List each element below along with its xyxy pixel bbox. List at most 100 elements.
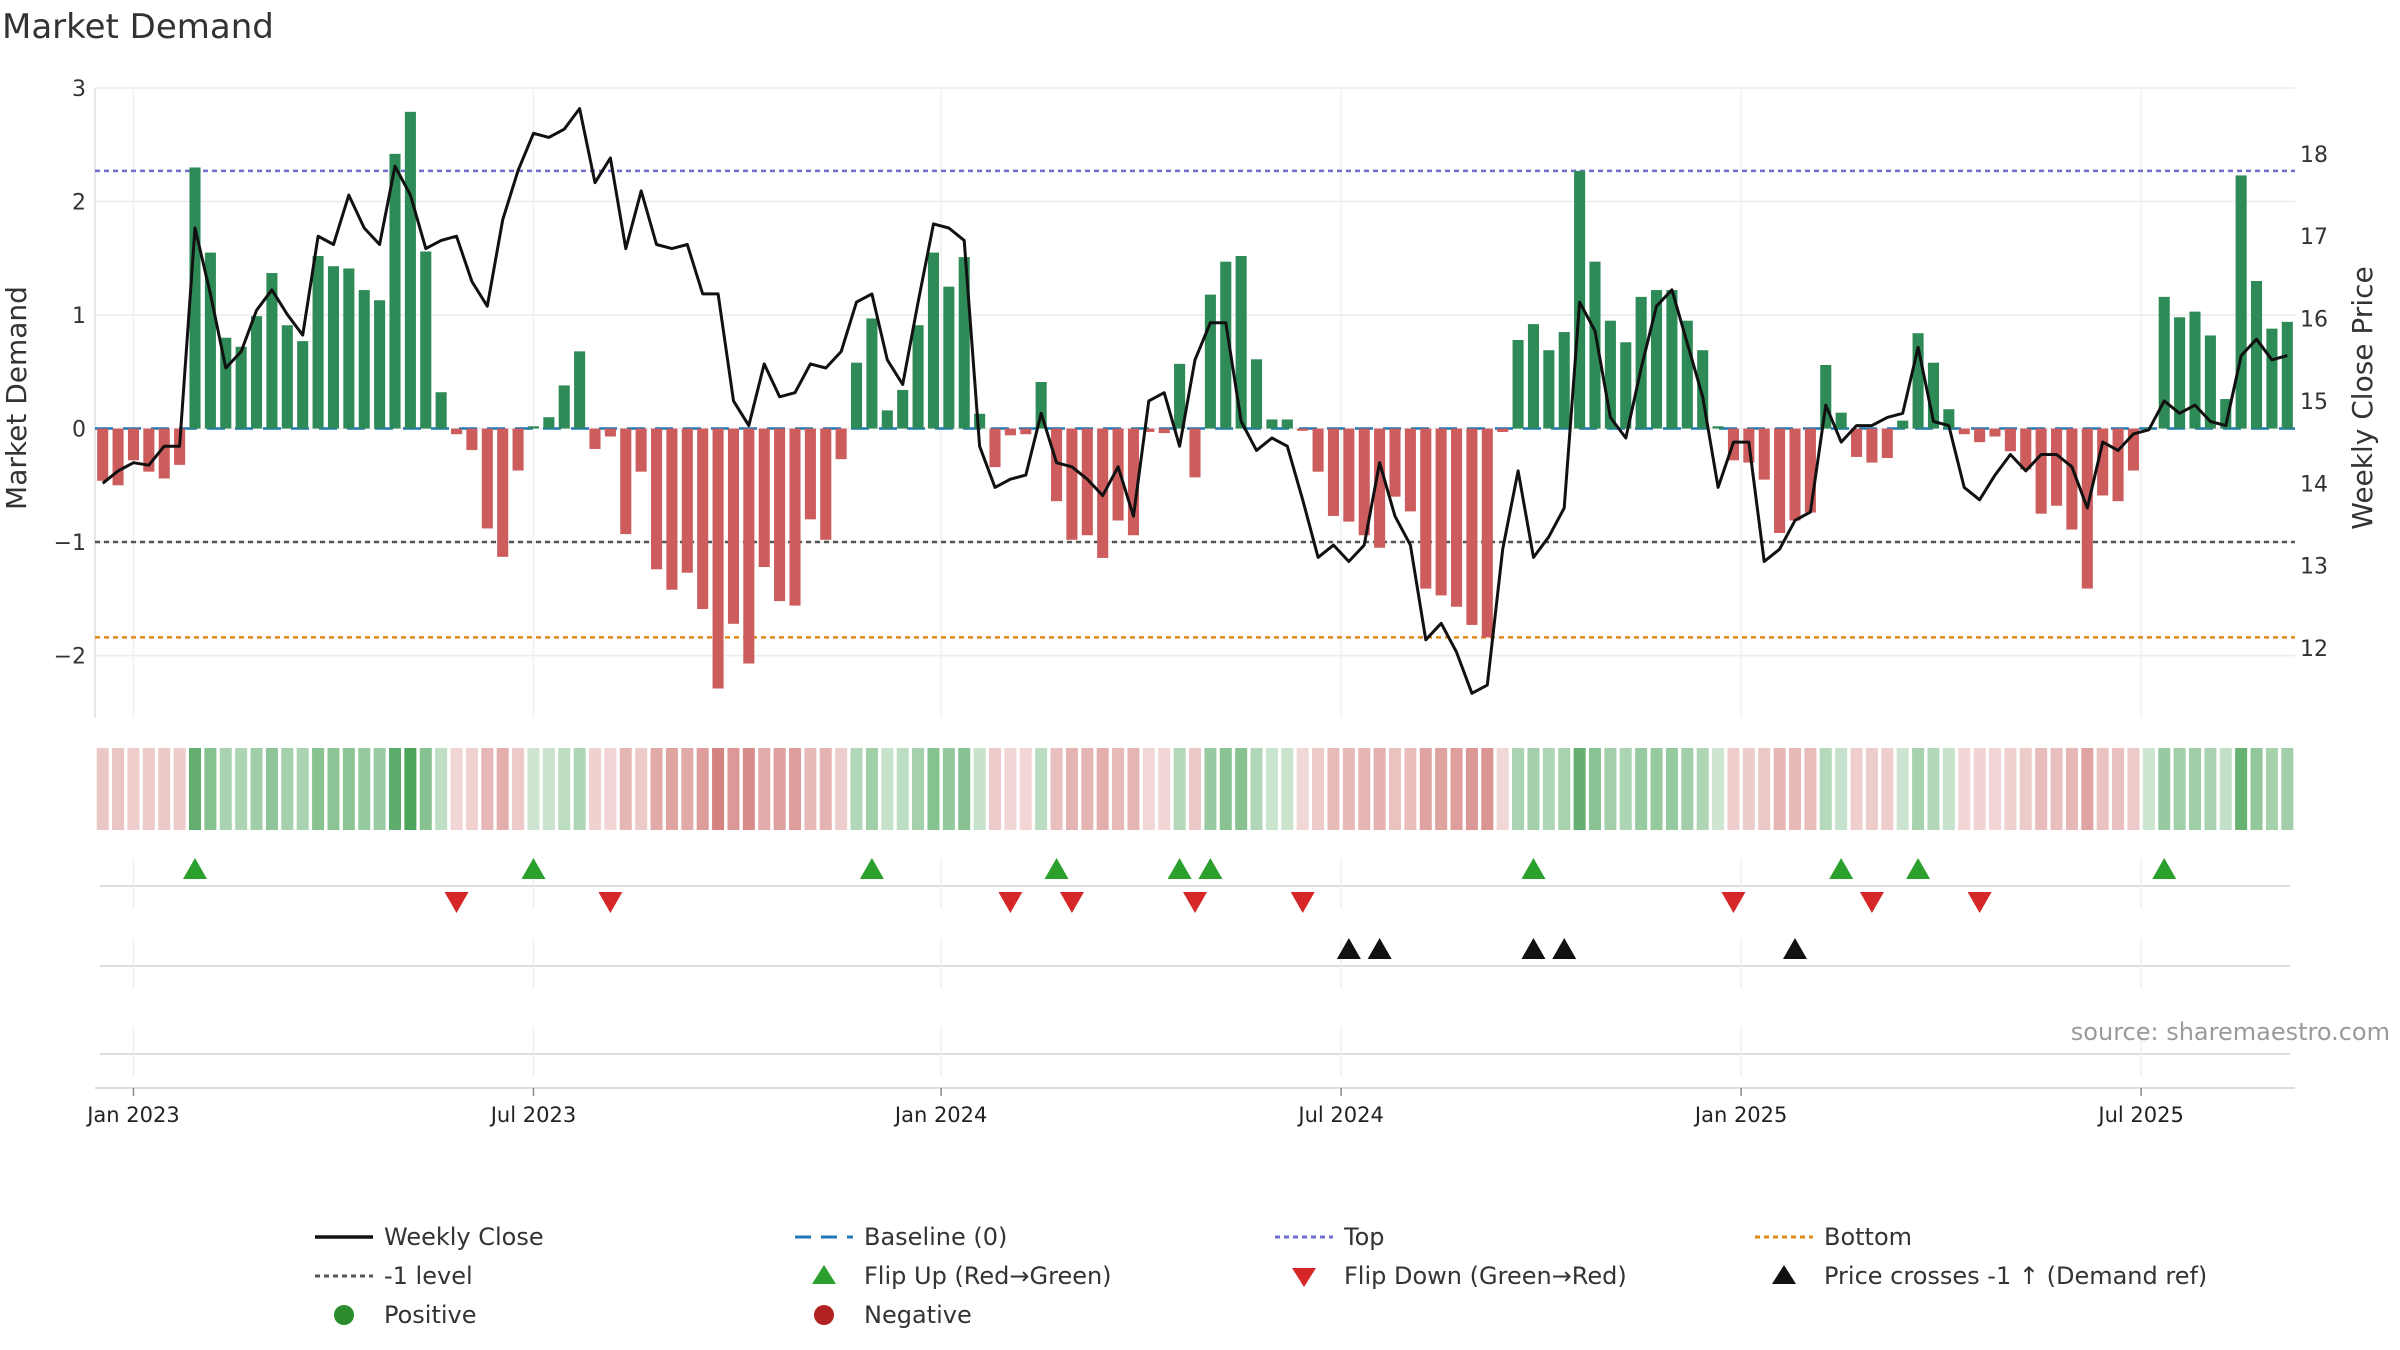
legend-item: Bottom xyxy=(1755,1223,1912,1251)
legend-item: -1 level xyxy=(315,1262,473,1290)
demand-bar xyxy=(220,337,232,429)
heat-cell xyxy=(1035,748,1048,830)
heat-cell xyxy=(1635,748,1648,830)
flip-up-marker xyxy=(1044,858,1069,879)
demand-bar xyxy=(2127,428,2139,471)
demand-bar xyxy=(851,362,863,429)
legend-label: Baseline (0) xyxy=(864,1223,1007,1251)
heat-cell xyxy=(1835,748,1848,830)
legend-swatch-triangle-down xyxy=(1292,1268,1316,1287)
heat-cell xyxy=(265,748,278,830)
legend-label: Top xyxy=(1343,1223,1385,1251)
heat-cell xyxy=(789,748,801,830)
heat-cell xyxy=(1265,748,1278,830)
y2-tick-label: 14 xyxy=(2300,472,2328,497)
heat-cell xyxy=(835,748,848,830)
demand-bar xyxy=(1020,428,1032,435)
demand-bar xyxy=(1512,340,1524,429)
heat-cell xyxy=(142,748,155,830)
flip-up-marker xyxy=(1906,858,1931,879)
price-cross-marker xyxy=(1367,938,1392,959)
demand-bar xyxy=(1620,342,1632,429)
demand-bar xyxy=(866,318,878,429)
demand-bar xyxy=(97,428,109,481)
heat-cell xyxy=(250,748,263,830)
y2-tick-label: 16 xyxy=(2300,308,2328,333)
heat-cell xyxy=(1512,748,1525,830)
demand-bar xyxy=(1189,428,1201,478)
heat-cell xyxy=(712,748,725,830)
heat-cell xyxy=(1696,748,1709,830)
demand-bar xyxy=(1051,428,1063,502)
y-tick-label: −2 xyxy=(54,645,86,670)
heat-cell xyxy=(1527,748,1540,830)
heat-cell xyxy=(2035,748,2048,830)
demand-bar xyxy=(435,392,447,429)
flip-up-marker xyxy=(1521,858,1546,879)
heat-cell xyxy=(1681,748,1694,830)
flip-up-marker xyxy=(1167,858,1192,879)
heat-cell xyxy=(2173,748,2186,830)
heat-cell xyxy=(1927,748,1940,830)
demand-bar xyxy=(1912,333,1924,429)
demand-bar xyxy=(2158,296,2170,429)
demand-bar xyxy=(989,428,1001,468)
demand-bar xyxy=(1297,428,1309,431)
demand-bar xyxy=(1312,428,1324,472)
demand-bar xyxy=(574,351,586,429)
signal-marker-rows xyxy=(100,858,2290,1076)
heat-cell xyxy=(1496,748,1509,830)
heat-cell xyxy=(1558,748,1571,830)
heat-cell xyxy=(1142,748,1155,830)
legend-item: Top xyxy=(1275,1223,1385,1251)
x-tick-label: Jul 2024 xyxy=(1296,1103,1383,1127)
legend-label: Price crosses -1 ↑ (Demand ref) xyxy=(1824,1262,2207,1290)
demand-bar xyxy=(1004,428,1016,436)
legend-label: Negative xyxy=(864,1301,972,1329)
heat-cell xyxy=(1465,748,1478,830)
heat-cell xyxy=(1789,748,1801,830)
demand-bar xyxy=(1481,428,1493,638)
demand-bar xyxy=(2204,335,2216,429)
demand-bar xyxy=(1158,428,1170,434)
demand-bar xyxy=(789,428,801,606)
demand-bar xyxy=(1789,428,1801,521)
demand-bar xyxy=(912,325,924,429)
legend-swatch-triangle-up xyxy=(1772,1265,1796,1284)
heat-cell xyxy=(2004,748,2017,830)
legend-label: Positive xyxy=(384,1301,477,1329)
demand-bar xyxy=(1558,332,1570,429)
demand-bar xyxy=(1204,294,1216,429)
heat-cell xyxy=(2204,748,2217,830)
legend-item: Flip Down (Green→Red) xyxy=(1292,1262,1627,1290)
demand-bar xyxy=(266,273,278,429)
heat-cell xyxy=(173,748,186,830)
heat-cell xyxy=(1050,748,1063,830)
heat-cell xyxy=(1604,748,1617,830)
flip-up-marker xyxy=(1829,858,1854,879)
demand-bar xyxy=(635,428,647,472)
heat-cell xyxy=(696,748,709,830)
heat-cell xyxy=(1973,748,1986,830)
demand-bar xyxy=(604,428,616,437)
heat-cell xyxy=(1865,748,1878,830)
legend-item: Negative xyxy=(814,1301,972,1329)
flip-down-marker xyxy=(1967,892,1992,913)
heat-cell xyxy=(2112,748,2125,830)
y-axis-left: 3 2 1 0 −1 −2 xyxy=(54,77,86,670)
demand-bar xyxy=(1451,428,1463,607)
heat-cell xyxy=(281,748,294,830)
heat-cell xyxy=(1958,748,1971,830)
demand-bar xyxy=(2004,428,2016,452)
demand-bar xyxy=(2266,328,2278,429)
flip-down-marker xyxy=(1183,892,1207,913)
heat-cell xyxy=(219,748,232,830)
legend-label: Flip Down (Green→Red) xyxy=(1344,1262,1627,1290)
demand-bar xyxy=(312,256,324,429)
demand-bar xyxy=(1758,428,1770,480)
heat-cell xyxy=(1912,748,1925,830)
demand-bar xyxy=(958,257,970,429)
flip-up-marker xyxy=(521,858,546,879)
heat-cell xyxy=(1742,748,1755,830)
heat-cell xyxy=(342,748,355,830)
